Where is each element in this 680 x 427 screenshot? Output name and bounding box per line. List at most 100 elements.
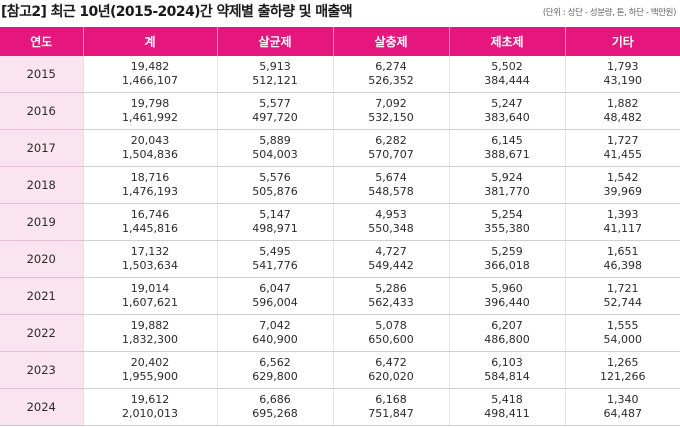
header-fungicide: 살균제 <box>216 27 333 56</box>
insecticide-quantity: 7,092 <box>375 97 407 110</box>
total-sales: 1,832,300 <box>122 333 178 346</box>
other-sales: 48,482 <box>603 111 643 124</box>
header-herbicide: 제초제 <box>448 27 565 56</box>
herbicide-sales: 366,018 <box>484 259 530 272</box>
total-sales: 1,461,992 <box>122 111 178 124</box>
header-insecticide: 살충제 <box>332 27 449 56</box>
herbicide-cell: 5,418 498,411 <box>448 388 565 426</box>
year-cell: 2017 <box>0 129 83 167</box>
other-sales: 46,398 <box>603 259 643 272</box>
herbicide-sales: 498,411 <box>484 407 530 420</box>
total-cell: 19,798 1,461,992 <box>82 92 217 130</box>
fungicide-cell: 6,562 629,800 <box>216 351 333 389</box>
insecticide-cell: 5,286 562,433 <box>332 277 449 315</box>
insecticide-sales: 526,352 <box>368 74 414 87</box>
total-cell: 20,043 1,504,836 <box>82 129 217 167</box>
total-quantity: 19,014 <box>130 282 170 295</box>
insecticide-sales: 549,442 <box>368 259 414 272</box>
fungicide-cell: 5,913 512,121 <box>216 56 333 93</box>
herbicide-cell: 5,960 396,440 <box>448 277 565 315</box>
other-quantity: 1,542 <box>607 171 639 184</box>
other-quantity: 1,555 <box>607 319 639 332</box>
insecticide-quantity: 5,286 <box>375 282 407 295</box>
other-sales: 121,266 <box>600 370 646 383</box>
insecticide-sales: 532,150 <box>368 111 414 124</box>
total-sales: 1,503,634 <box>122 259 178 272</box>
insecticide-quantity: 6,168 <box>375 393 407 406</box>
insecticide-quantity: 6,472 <box>375 356 407 369</box>
year-cell: 2016 <box>0 92 83 130</box>
fungicide-sales: 504,003 <box>252 148 298 161</box>
other-cell: 1,542 39,969 <box>564 166 680 204</box>
total-quantity: 17,132 <box>130 245 170 258</box>
herbicide-cell: 6,207 486,800 <box>448 314 565 352</box>
herbicide-quantity: 6,103 <box>491 356 523 369</box>
fungicide-cell: 5,576 505,876 <box>216 166 333 204</box>
total-cell: 18,716 1,476,193 <box>82 166 217 204</box>
year-cell: 2019 <box>0 203 83 241</box>
insecticide-sales: 650,600 <box>368 333 414 346</box>
other-sales: 41,117 <box>603 222 643 235</box>
year-cell: 2024 <box>0 388 83 426</box>
fungicide-quantity: 5,913 <box>259 60 291 73</box>
fungicide-sales: 512,121 <box>252 74 298 87</box>
insecticide-cell: 4,953 550,348 <box>332 203 449 241</box>
fungicide-sales: 498,971 <box>252 222 298 235</box>
table-row: 2017 20,043 1,504,836 5,889 504,003 6,282 570,… <box>0 129 680 167</box>
herbicide-sales: 383,640 <box>484 111 530 124</box>
header-other: 기타 <box>564 27 680 56</box>
fungicide-quantity: 7,042 <box>259 319 291 332</box>
total-sales: 1,955,900 <box>122 370 178 383</box>
table-row: 2022 19,882 1,832,300 7,042 640,900 5,078 650,… <box>0 314 680 352</box>
herbicide-quantity: 5,960 <box>491 282 523 295</box>
fungicide-sales: 695,268 <box>252 407 298 420</box>
year-cell: 2015 <box>0 56 83 93</box>
year-cell: 2021 <box>0 277 83 315</box>
other-cell: 1,727 41,455 <box>564 129 680 167</box>
fungicide-sales: 497,720 <box>252 111 298 124</box>
total-cell: 19,612 2,010,013 <box>82 388 217 426</box>
total-sales: 1,466,107 <box>122 74 178 87</box>
fungicide-sales: 596,004 <box>252 296 298 309</box>
insecticide-sales: 620,020 <box>368 370 414 383</box>
insecticide-quantity: 4,953 <box>375 208 407 221</box>
fungicide-cell: 6,047 596,004 <box>216 277 333 315</box>
total-sales: 1,445,816 <box>122 222 178 235</box>
table-row: 2021 19,014 1,607,621 6,047 596,004 5,286 562,… <box>0 277 680 315</box>
insecticide-cell: 6,168 751,847 <box>332 388 449 426</box>
total-cell: 16,746 1,445,816 <box>82 203 217 241</box>
fungicide-quantity: 5,576 <box>259 171 291 184</box>
other-sales: 64,487 <box>603 407 643 420</box>
fungicide-quantity: 5,577 <box>259 97 291 110</box>
year-cell: 2023 <box>0 351 83 389</box>
fungicide-sales: 640,900 <box>252 333 298 346</box>
insecticide-cell: 5,078 650,600 <box>332 314 449 352</box>
fungicide-sales: 541,776 <box>252 259 298 272</box>
other-quantity: 1,793 <box>607 60 639 73</box>
fungicide-cell: 5,495 541,776 <box>216 240 333 278</box>
total-sales: 1,607,621 <box>122 296 178 309</box>
insecticide-quantity: 6,282 <box>375 134 407 147</box>
table-row: 2020 17,132 1,503,634 5,495 541,776 4,727 549,… <box>0 240 680 278</box>
herbicide-sales: 388,671 <box>484 148 530 161</box>
unit-note: (단위 : 상단 - 성분량, 톤, 하단 - 백만원) <box>542 8 677 18</box>
total-cell: 20,402 1,955,900 <box>82 351 217 389</box>
fungicide-quantity: 6,562 <box>259 356 291 369</box>
other-cell: 1,340 64,487 <box>564 388 680 426</box>
shipment-sales-table: 연도 계 살균제 살충제 제초제 기타 2015 19,482 1,466,107 5… <box>0 27 680 426</box>
herbicide-cell: 5,502 384,444 <box>448 56 565 93</box>
herbicide-cell: 5,247 383,640 <box>448 92 565 130</box>
total-cell: 19,882 1,832,300 <box>82 314 217 352</box>
other-cell: 1,265 121,266 <box>564 351 680 389</box>
table-row: 2018 18,716 1,476,193 5,576 505,876 5,674 548,… <box>0 166 680 204</box>
other-cell: 1,651 46,398 <box>564 240 680 278</box>
total-quantity: 19,882 <box>130 319 170 332</box>
fungicide-cell: 7,042 640,900 <box>216 314 333 352</box>
other-quantity: 1,393 <box>607 208 639 221</box>
total-cell: 19,014 1,607,621 <box>82 277 217 315</box>
table-header: 연도 계 살균제 살충제 제초제 기타 <box>0 27 680 56</box>
table-body: 2015 19,482 1,466,107 5,913 512,121 6,274 526,… <box>0 56 680 426</box>
total-sales: 2,010,013 <box>122 407 178 420</box>
other-cell: 1,721 52,744 <box>564 277 680 315</box>
year-cell: 2020 <box>0 240 83 278</box>
